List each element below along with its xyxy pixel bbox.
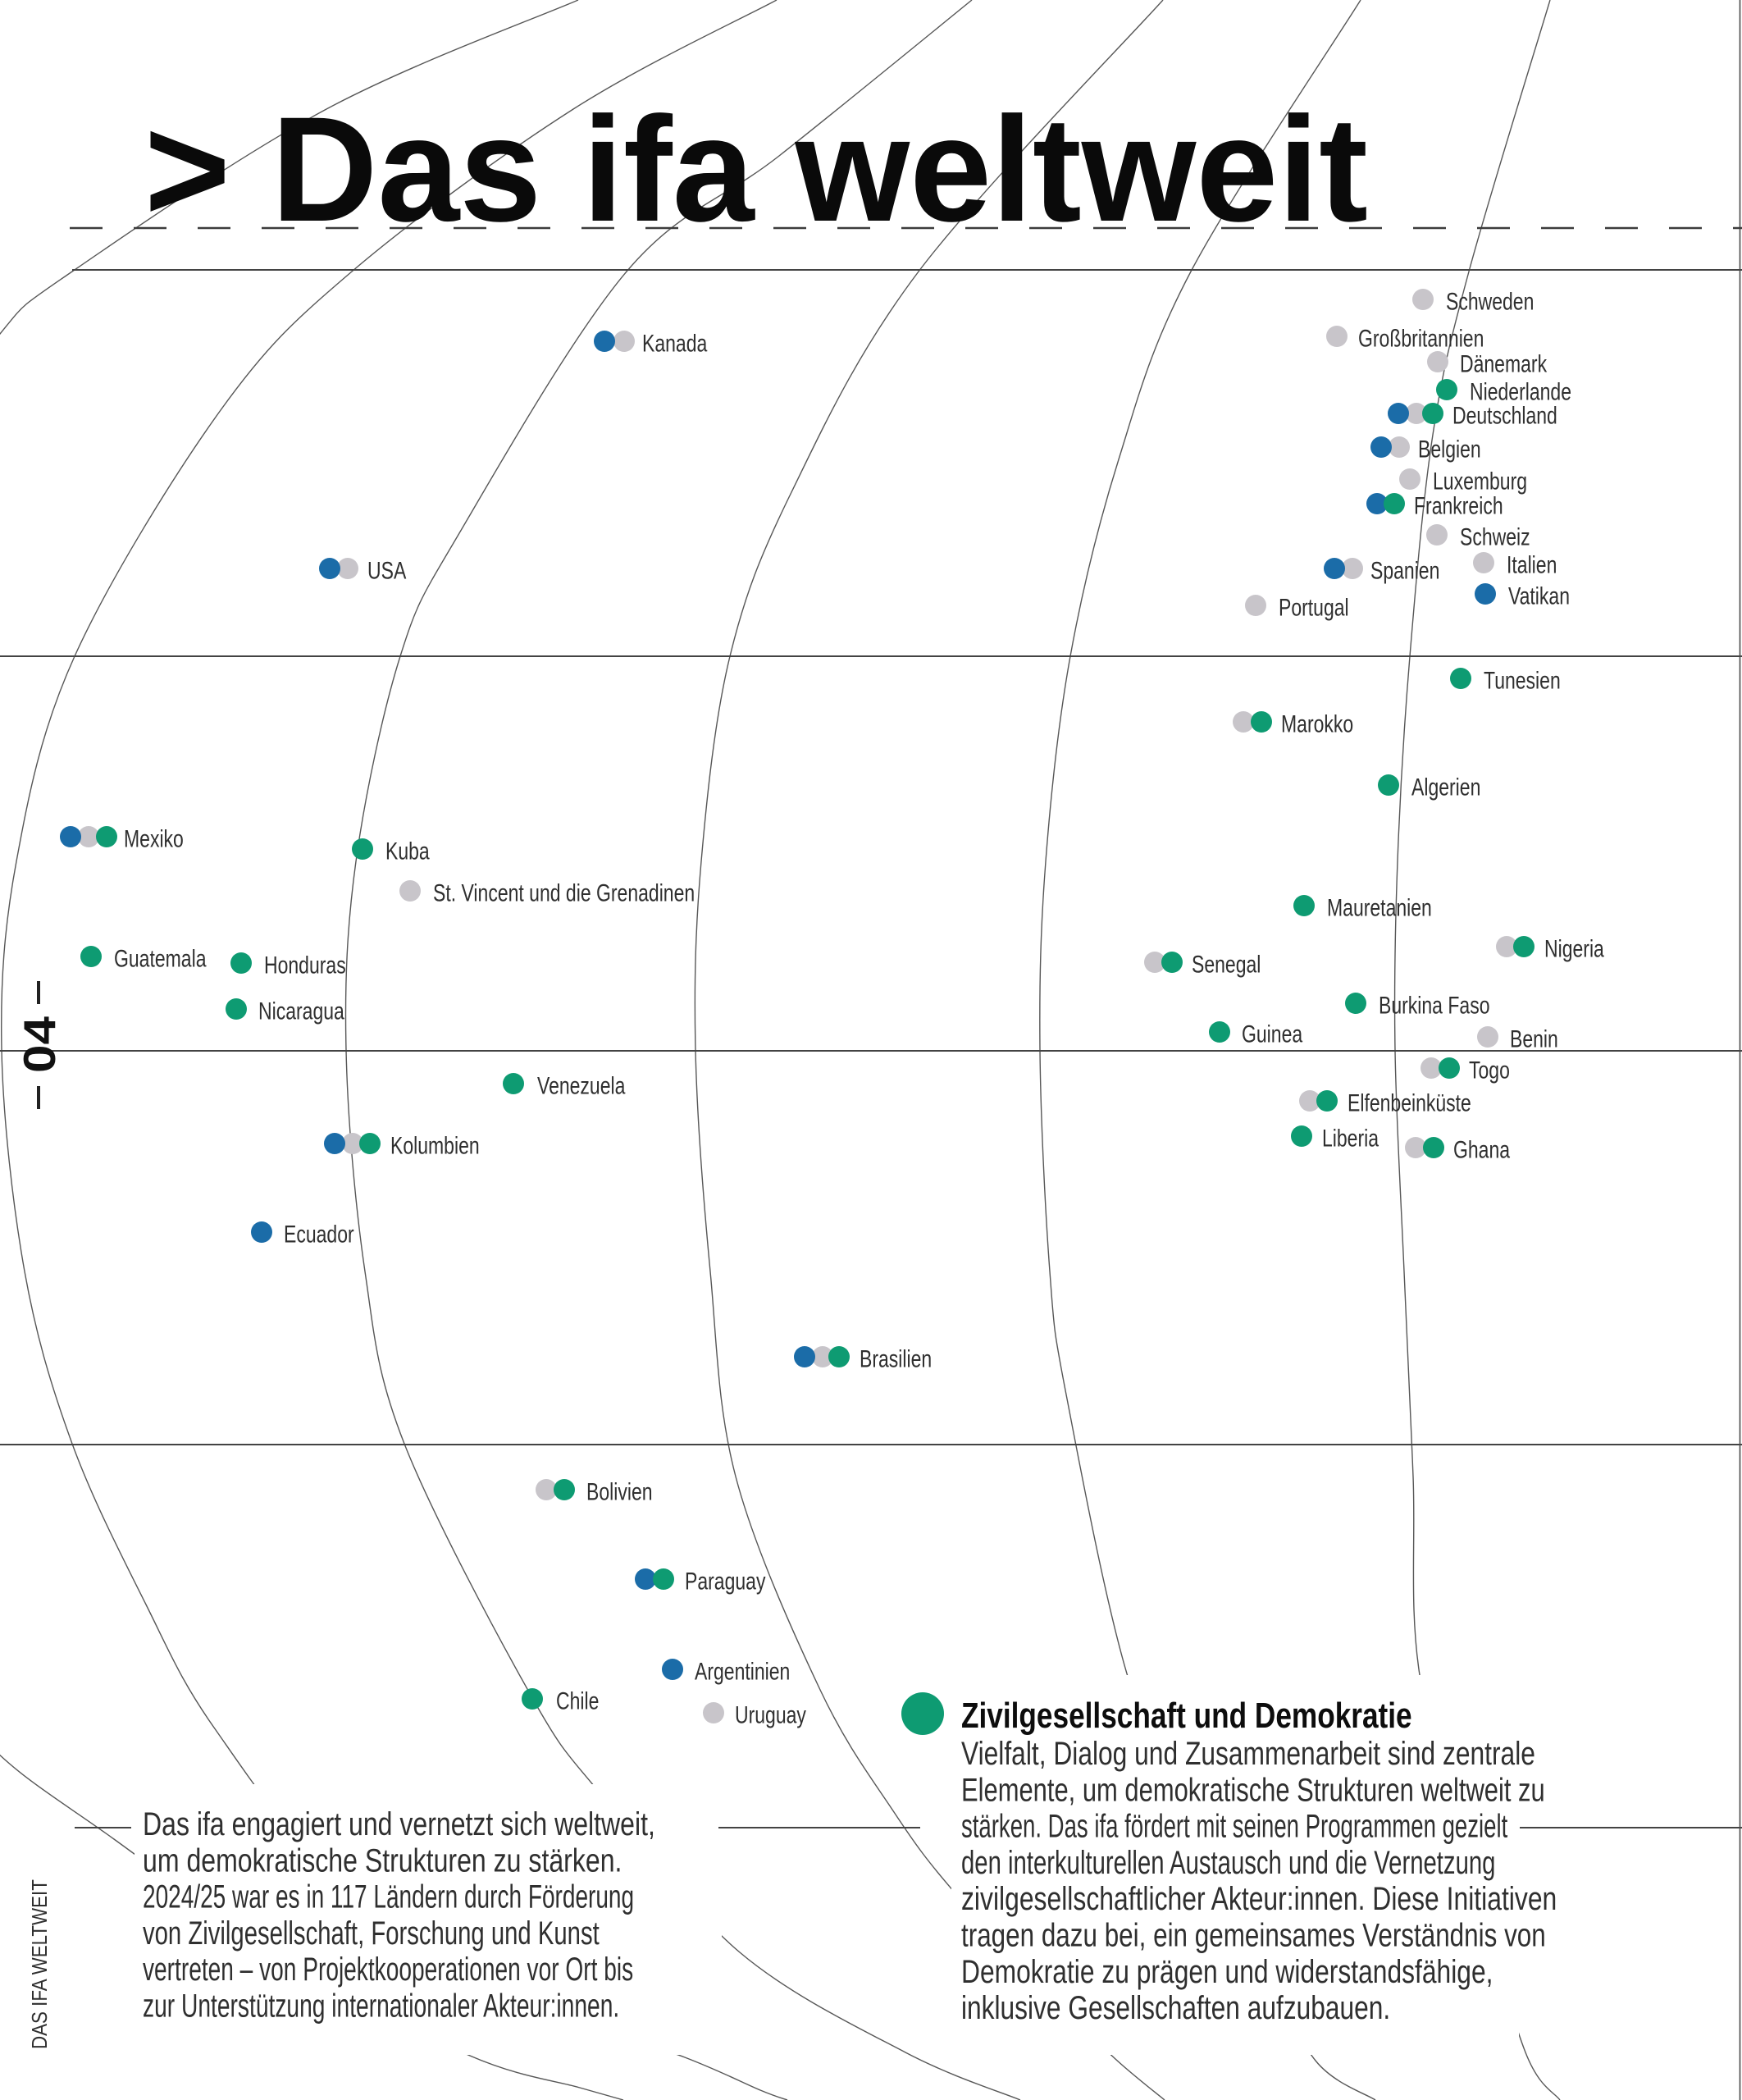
svg-text:Chile: Chile <box>556 1687 599 1714</box>
svg-text:Paraguay: Paraguay <box>685 1568 766 1595</box>
svg-text:Spanien: Spanien <box>1370 557 1439 584</box>
svg-text:stärken. Das ifa fördert mit s: stärken. Das ifa fördert mit seinen Prog… <box>961 1809 1508 1845</box>
svg-text:Guinea: Guinea <box>1242 1020 1302 1048</box>
svg-text:Belgien: Belgien <box>1418 436 1481 463</box>
svg-text:Niederlande: Niederlande <box>1470 378 1571 405</box>
svg-text:Dänemark: Dänemark <box>1460 350 1548 377</box>
svg-text:St. Vincent und die Grenadinen: St. Vincent und die Grenadinen <box>433 879 695 906</box>
svg-text:zur Unterstützung internationa: zur Unterstützung internationaler Akteur… <box>143 1988 619 2025</box>
svg-text:Nigeria: Nigeria <box>1544 935 1604 962</box>
svg-text:Portugal: Portugal <box>1279 594 1349 621</box>
svg-text:Zivilgesellschaft und Demokrat: Zivilgesellschaft und Demokratie <box>961 1696 1412 1736</box>
svg-text:Burkina Faso: Burkina Faso <box>1379 992 1489 1019</box>
svg-text:Marokko: Marokko <box>1281 710 1353 737</box>
svg-text:Ecuador: Ecuador <box>284 1221 354 1248</box>
svg-text:Kanada: Kanada <box>642 330 708 357</box>
svg-text:Schweiz: Schweiz <box>1460 523 1530 550</box>
svg-text:Frankreich: Frankreich <box>1414 492 1503 519</box>
svg-text:04: 04 <box>15 1016 65 1073</box>
svg-text:Nicaragua: Nicaragua <box>258 998 344 1025</box>
svg-text:Ghana: Ghana <box>1453 1136 1510 1163</box>
svg-text:vertreten – von Projektkoopera: vertreten – von Projektkooperationen vor… <box>143 1952 633 1988</box>
svg-text:Brasilien: Brasilien <box>860 1345 932 1372</box>
svg-text:Elemente, um demokratische Str: Elemente, um demokratische Strukturen we… <box>961 1772 1545 1809</box>
svg-text:Argentinien: Argentinien <box>695 1658 790 1685</box>
svg-text:Kuba: Kuba <box>385 838 430 865</box>
svg-text:um demokratische Strukturen zu: um demokratische Strukturen zu stärken. <box>143 1842 622 1879</box>
svg-text:Kolumbien: Kolumbien <box>390 1132 480 1159</box>
svg-text:Schweden: Schweden <box>1446 288 1534 315</box>
svg-text:Demokratie zu prägen und wider: Demokratie zu prägen und widerstandsfähi… <box>961 1954 1493 1990</box>
svg-text:Das ifa engagiert und vernetzt: Das ifa engagiert und vernetzt sich welt… <box>143 1806 655 1842</box>
svg-text:Vielfalt, Dialog und Zusammena: Vielfalt, Dialog und Zusammenarbeit sind… <box>961 1736 1535 1772</box>
svg-text:tragen dazu bei, ein gemeinsam: tragen dazu bei, ein gemeinsames Verstän… <box>961 1917 1546 1953</box>
svg-text:Großbritannien: Großbritannien <box>1358 325 1484 352</box>
svg-text:von Zivilgesellschaft, Forschu: von Zivilgesellschaft, Forschung und Kun… <box>143 1916 600 1952</box>
svg-text:den interkulturellen Austausch: den interkulturellen Austausch und die V… <box>961 1846 1495 1881</box>
svg-text:Bolivien: Bolivien <box>586 1478 653 1505</box>
svg-text:> Das ifa weltweit: > Das ifa weltweit <box>144 86 1368 253</box>
svg-text:USA: USA <box>367 557 407 584</box>
svg-text:2024/25 war es in 117 Ländern: 2024/25 war es in 117 Ländern durch Förd… <box>143 1879 634 1915</box>
svg-text:inklusive Gesellschaften aufzu: inklusive Gesellschaften aufzubauen. <box>961 1990 1390 2026</box>
svg-text:Liberia: Liberia <box>1322 1125 1379 1152</box>
svg-text:Algerien: Algerien <box>1411 774 1480 801</box>
svg-text:Togo: Togo <box>1469 1057 1510 1084</box>
svg-text:Guatemala: Guatemala <box>114 945 207 972</box>
svg-text:Tunesien: Tunesien <box>1484 667 1561 694</box>
svg-text:Senegal: Senegal <box>1192 951 1261 978</box>
svg-text:Luxemburg: Luxemburg <box>1433 468 1527 495</box>
svg-text:Venezuela: Venezuela <box>537 1072 626 1099</box>
svg-text:Benin: Benin <box>1510 1025 1558 1052</box>
svg-text:Honduras: Honduras <box>264 952 346 979</box>
svg-text:Mexiko: Mexiko <box>124 825 184 852</box>
svg-text:Vatikan: Vatikan <box>1508 582 1570 609</box>
svg-text:zivilgesellschaftlicher Akteur: zivilgesellschaftlicher Akteur:innen. Di… <box>961 1881 1557 1917</box>
svg-text:DAS IFA WELTWEIT: DAS IFA WELTWEIT <box>28 1879 52 2049</box>
svg-text:Italien: Italien <box>1507 551 1557 578</box>
svg-text:Deutschland: Deutschland <box>1452 402 1557 429</box>
svg-text:Mauretanien: Mauretanien <box>1327 894 1432 921</box>
svg-text:Elfenbeinküste: Elfenbeinküste <box>1348 1089 1471 1116</box>
svg-text:Uruguay: Uruguay <box>735 1701 807 1728</box>
